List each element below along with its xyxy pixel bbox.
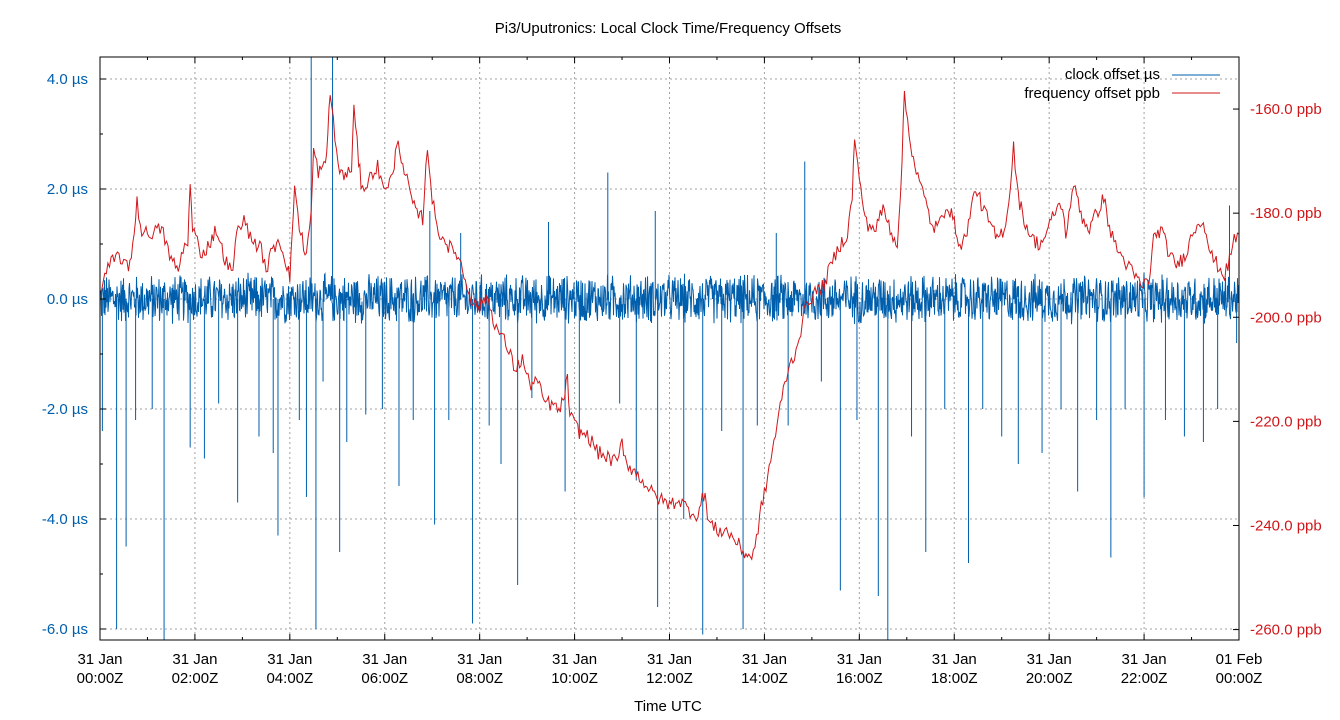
x-tick-label-time: 08:00Z xyxy=(456,670,503,687)
y-left-tick-label: -2.0 µs xyxy=(42,401,88,418)
y-left-tick-label: 0.0 µs xyxy=(47,291,88,308)
legend-label-clock-offset: clock offset µs xyxy=(1065,66,1160,83)
y-right-tick-label: -260.0 ppb xyxy=(1250,622,1322,639)
x-tick-label-time: 14:00Z xyxy=(741,670,788,687)
x-tick-label-time: 12:00Z xyxy=(646,670,693,687)
x-tick-label-date: 31 Jan xyxy=(552,651,597,668)
legend-label-frequency-offset: frequency offset ppb xyxy=(1024,85,1160,102)
x-tick-label-date: 31 Jan xyxy=(932,651,977,668)
axis-ticks xyxy=(99,57,1240,640)
x-tick-label-time: 22:00Z xyxy=(1121,670,1168,687)
x-tick-label-time: 06:00Z xyxy=(361,670,408,687)
x-tick-label-date: 31 Jan xyxy=(457,651,502,668)
x-tick-label-time: 04:00Z xyxy=(266,670,313,687)
x-tick-label-time: 02:00Z xyxy=(172,670,219,687)
y-right-tick-label: -160.0 ppb xyxy=(1250,101,1322,118)
x-tick-label-date: 31 Jan xyxy=(267,651,312,668)
y-right-tick-label: -180.0 ppb xyxy=(1250,205,1322,222)
x-tick-label-time: 10:00Z xyxy=(551,670,598,687)
x-tick-label-date: 31 Jan xyxy=(172,651,217,668)
y-right-tick-label: -240.0 ppb xyxy=(1250,517,1322,534)
grid-lines xyxy=(100,57,1239,640)
x-axis-title: Time UTC xyxy=(634,698,702,715)
x-tick-label-date: 31 Jan xyxy=(362,651,407,668)
x-tick-label-time: 18:00Z xyxy=(931,670,978,687)
x-tick-label-time: 00:00Z xyxy=(77,670,124,687)
x-tick-label-date: 01 Feb xyxy=(1216,651,1263,668)
x-tick-label-date: 31 Jan xyxy=(77,651,122,668)
x-tick-label-date: 31 Jan xyxy=(647,651,692,668)
y-left-tick-label: -6.0 µs xyxy=(42,621,88,638)
clock-offset-band xyxy=(99,272,1240,325)
y-left-tick-label: 4.0 µs xyxy=(47,71,88,88)
right-axis-labels: -160.0 ppb -180.0 ppb -200.0 ppb -220.0 ppb… xyxy=(1250,101,1322,639)
y-right-tick-label: -220.0 ppb xyxy=(1250,413,1322,430)
x-tick-label-date: 31 Jan xyxy=(742,651,787,668)
clock-offset-series xyxy=(99,57,1240,640)
frequency-offset-series xyxy=(99,90,1240,561)
y-left-tick-label: 2.0 µs xyxy=(47,181,88,198)
x-axis-labels: 31 Jan 00:00Z 31 Jan 02:00Z 31 Jan 04:00Z 31 J… xyxy=(77,651,1263,687)
left-axis-labels: 4.0 µs 2.0 µs 0.0 µs -2.0 µs -4.0 µs -6.0 µs xyxy=(42,71,88,638)
x-tick-label-date: 31 Jan xyxy=(1122,651,1167,668)
x-tick-label-date: 31 Jan xyxy=(837,651,882,668)
frequency-offset-line xyxy=(99,90,1240,561)
y-left-tick-label: -4.0 µs xyxy=(42,511,88,528)
x-tick-label-time: 20:00Z xyxy=(1026,670,1073,687)
x-tick-label-time: 16:00Z xyxy=(836,670,883,687)
x-tick-label-date: 31 Jan xyxy=(1027,651,1072,668)
y-right-tick-label: -200.0 ppb xyxy=(1250,309,1322,326)
legend: clock offset µs frequency offset ppb xyxy=(1024,66,1220,102)
chart-title: Pi3/Uputronics: Local Clock Time/Frequen… xyxy=(495,20,842,37)
x-tick-label-time: 00:00Z xyxy=(1216,670,1263,687)
